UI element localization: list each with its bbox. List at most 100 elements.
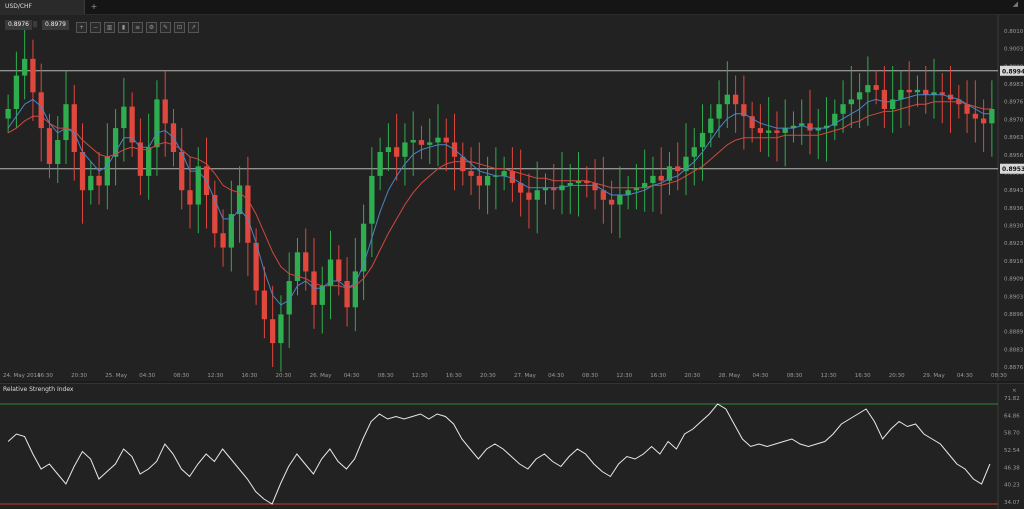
candle-body[interactable]: [5, 109, 11, 119]
candle-body[interactable]: [154, 99, 160, 148]
candle-body[interactable]: [484, 175, 491, 186]
candle-body[interactable]: [608, 199, 615, 205]
candle-body[interactable]: [575, 180, 582, 184]
candle-body[interactable]: [534, 190, 540, 200]
candle-body[interactable]: [402, 142, 408, 157]
candle-body[interactable]: [385, 147, 392, 152]
resize-icon[interactable]: ◢: [1012, 0, 1018, 8]
candle-body[interactable]: [443, 137, 449, 143]
candle-body[interactable]: [55, 140, 61, 164]
rsi-pane[interactable]: 71.82 64.86 58.70 52.54 46.38 40.23 34.07 × Rel…: [0, 383, 1024, 509]
candle-body[interactable]: [890, 99, 896, 109]
rsi-chart[interactable]: 71.82 64.86 58.70 52.54 46.38 40.23 34.07 ×: [0, 384, 1024, 509]
candle-body[interactable]: [774, 130, 780, 133]
candle-body[interactable]: [848, 99, 854, 105]
candle-body[interactable]: [708, 118, 714, 133]
candle-body[interactable]: [319, 285, 325, 305]
zoom-out-icon[interactable]: −: [90, 22, 101, 33]
candle-body[interactable]: [815, 128, 821, 131]
candle-body[interactable]: [526, 192, 532, 200]
candle-body[interactable]: [195, 166, 201, 205]
candle-body[interactable]: [865, 85, 871, 93]
rsi-close-icon[interactable]: ×: [1012, 388, 1017, 394]
candle-body[interactable]: [22, 58, 28, 76]
candle-body[interactable]: [699, 132, 706, 148]
candle-body[interactable]: [972, 113, 978, 119]
candle-body[interactable]: [278, 314, 284, 344]
candle-body[interactable]: [212, 195, 218, 234]
candle-body[interactable]: [823, 125, 830, 129]
candle-body[interactable]: [683, 156, 689, 172]
candle-body[interactable]: [394, 147, 400, 157]
candle-body[interactable]: [96, 175, 102, 186]
edit-icon[interactable]: ✎: [160, 22, 171, 33]
candle-body[interactable]: [898, 89, 904, 100]
candle-body[interactable]: [633, 187, 640, 191]
candle-body[interactable]: [146, 147, 152, 176]
candle-body[interactable]: [675, 166, 681, 172]
candle-body[interactable]: [112, 128, 119, 157]
candle-body[interactable]: [509, 171, 516, 184]
candle-body[interactable]: [63, 104, 69, 141]
candle-body[interactable]: [294, 252, 301, 281]
bar-chart-icon[interactable]: ▥: [104, 22, 115, 33]
ask-price-box[interactable]: 0.8979: [42, 20, 69, 30]
candle-body[interactable]: [220, 233, 226, 248]
candle-body[interactable]: [236, 185, 243, 215]
line-style-icon[interactable]: ⊡: [174, 22, 185, 33]
candle-body[interactable]: [807, 123, 813, 131]
candle-body[interactable]: [179, 152, 185, 191]
candlestick-chart[interactable]: 0.80100.90030.89900.89830.89760.89700.89…: [0, 15, 1024, 381]
candle-body[interactable]: [790, 125, 797, 129]
candle-body[interactable]: [989, 109, 995, 124]
candle-body[interactable]: [980, 118, 987, 124]
candle-body[interactable]: [121, 106, 127, 129]
list-icon[interactable]: ≡: [132, 22, 143, 33]
candle-body[interactable]: [369, 175, 375, 224]
candle-body[interactable]: [228, 214, 234, 248]
candle-body[interactable]: [881, 89, 888, 109]
candle-body[interactable]: [832, 113, 838, 126]
candle-body[interactable]: [327, 259, 334, 286]
candle-body[interactable]: [129, 106, 135, 143]
candle-body[interactable]: [286, 281, 292, 315]
candle-body[interactable]: [427, 142, 433, 145]
candle-body[interactable]: [741, 104, 747, 117]
candle-body[interactable]: [410, 140, 416, 143]
add-tab-button[interactable]: +: [90, 2, 98, 11]
candle-body[interactable]: [253, 242, 259, 291]
candle-body[interactable]: [567, 183, 573, 186]
candle-body[interactable]: [162, 99, 168, 124]
candle-body[interactable]: [38, 92, 44, 129]
candle-body[interactable]: [757, 128, 764, 133]
candle-chart-icon[interactable]: ▮: [118, 22, 129, 33]
candle-body[interactable]: [906, 89, 912, 93]
candle-body[interactable]: [658, 175, 664, 181]
candle-body[interactable]: [592, 183, 598, 191]
candle-body[interactable]: [137, 142, 144, 176]
candle-body[interactable]: [476, 175, 482, 186]
candle-body[interactable]: [732, 94, 739, 105]
candle-body[interactable]: [799, 123, 805, 126]
candle-body[interactable]: [344, 281, 350, 308]
candle-body[interactable]: [303, 252, 309, 272]
candle-body[interactable]: [377, 152, 383, 176]
candle-body[interactable]: [104, 156, 110, 186]
candle-body[interactable]: [79, 152, 86, 191]
candle-body[interactable]: [245, 185, 251, 243]
candle-body[interactable]: [418, 140, 425, 145]
candle-body[interactable]: [336, 259, 342, 282]
candle-body[interactable]: [931, 92, 937, 95]
candle-body[interactable]: [360, 223, 367, 272]
candle-body[interactable]: [352, 271, 358, 308]
candle-body[interactable]: [617, 195, 623, 205]
candle-body[interactable]: [46, 128, 53, 164]
candle-body[interactable]: [856, 92, 863, 100]
candle-body[interactable]: [551, 187, 557, 191]
candle-body[interactable]: [518, 183, 524, 193]
candle-body[interactable]: [501, 171, 507, 176]
candle-body[interactable]: [270, 319, 276, 344]
tab-usdchf[interactable]: USD/CHF: [0, 0, 85, 14]
bid-price-box[interactable]: 0.8976: [5, 20, 32, 30]
candle-body[interactable]: [666, 166, 673, 181]
